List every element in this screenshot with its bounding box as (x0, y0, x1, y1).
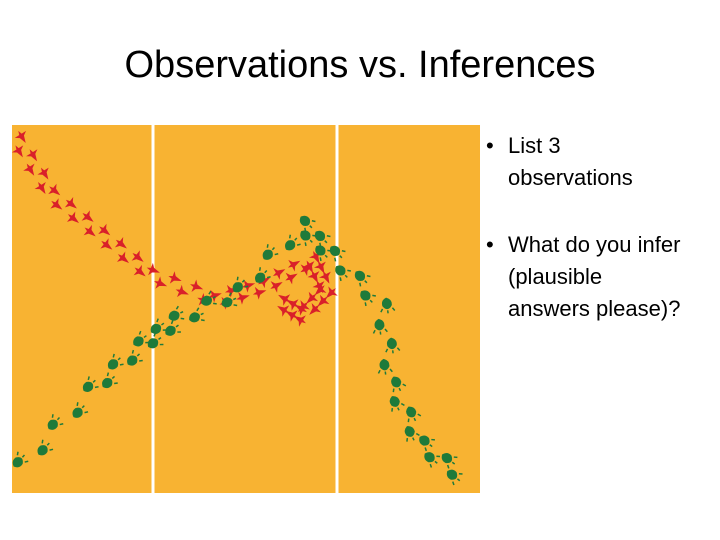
green-footprint (299, 215, 316, 232)
red-footprint (14, 130, 27, 143)
green-footprint (102, 372, 118, 389)
green-footprint (380, 297, 396, 314)
red-footprint (146, 262, 160, 276)
red-footprint (114, 237, 127, 249)
red-footprint (277, 305, 290, 317)
green-footprint (147, 332, 164, 349)
green-footprint (372, 318, 388, 335)
green-footprint (168, 305, 185, 321)
green-footprint (255, 267, 271, 283)
red-footprint (302, 260, 315, 274)
green-footprint (72, 402, 89, 418)
green-footprint (82, 376, 99, 392)
green-footprint (12, 451, 29, 468)
green-footprint (406, 406, 422, 423)
red-footprint (285, 310, 298, 322)
red-footprint (81, 210, 94, 222)
bullet: What do you infer (plausible answers ple… (480, 229, 685, 325)
green-footprint (47, 414, 64, 430)
red-footprint (64, 197, 77, 209)
red-footprint (286, 299, 299, 311)
green-footprint (424, 452, 441, 468)
red-footprint (270, 281, 283, 293)
bullet: List 3 observations (480, 130, 685, 194)
red-footprint (100, 238, 113, 250)
green-footprint (377, 358, 393, 375)
green-footprint (107, 353, 124, 370)
green-footprint (329, 245, 346, 262)
red-footprint (278, 294, 291, 306)
red-footprint (307, 270, 320, 284)
green-footprint (314, 230, 331, 247)
green-footprint (389, 396, 405, 412)
red-footprint (37, 167, 49, 180)
red-footprint (314, 283, 327, 296)
green-footprint (221, 292, 238, 308)
red-footprint (293, 315, 306, 327)
red-footprint (153, 276, 168, 289)
green-footprint (262, 244, 279, 260)
red-footprint (83, 224, 96, 237)
red-footprint (48, 183, 61, 196)
green-footprint (441, 453, 458, 469)
green-footprint (354, 270, 371, 287)
red-footprint (98, 223, 111, 236)
tracks (12, 130, 463, 486)
red-footprint (12, 145, 24, 158)
red-footprint (168, 271, 182, 284)
red-footprint (26, 149, 38, 162)
red-footprint (285, 272, 298, 285)
red-footprint (287, 259, 301, 272)
footprints-image (12, 125, 480, 493)
red-footprint (241, 279, 256, 293)
red-footprint (34, 181, 46, 195)
green-footprint (335, 265, 352, 282)
red-footprint (313, 260, 326, 274)
green-footprint (165, 320, 181, 336)
red-footprint (309, 303, 322, 315)
green-footprint (285, 234, 301, 251)
red-footprint (66, 211, 80, 224)
green-footprint (232, 276, 249, 293)
bullet-list: List 3 observations What do you infer (p… (480, 130, 685, 360)
red-footprint (306, 291, 319, 304)
red-footprint (325, 286, 338, 299)
green-footprint (133, 330, 149, 347)
image-background (12, 125, 480, 493)
green-footprint (300, 230, 317, 247)
red-footprint (272, 268, 286, 280)
red-footprint (318, 270, 331, 284)
slide-title: Observations vs. Inferences (124, 44, 596, 86)
green-footprint (127, 349, 143, 366)
red-footprint (317, 294, 330, 307)
green-footprint (391, 376, 407, 393)
green-footprint (201, 290, 217, 306)
red-footprint (294, 304, 307, 316)
red-footprint (131, 250, 144, 262)
green-footprint (446, 469, 463, 486)
green-footprint (150, 318, 167, 334)
red-footprint (236, 291, 250, 305)
green-footprint (419, 435, 435, 452)
red-footprint (133, 264, 146, 277)
red-footprint (116, 251, 130, 264)
green-footprint (404, 426, 420, 442)
green-footprint (37, 439, 54, 456)
green-footprint (360, 290, 377, 307)
red-footprint (252, 286, 267, 300)
green-footprint (385, 337, 401, 354)
red-footprint (23, 163, 35, 176)
red-footprint (175, 284, 189, 298)
green-footprint (189, 307, 205, 323)
green-footprint (315, 245, 332, 262)
red-footprint (50, 198, 63, 210)
red-footprint (190, 279, 204, 292)
